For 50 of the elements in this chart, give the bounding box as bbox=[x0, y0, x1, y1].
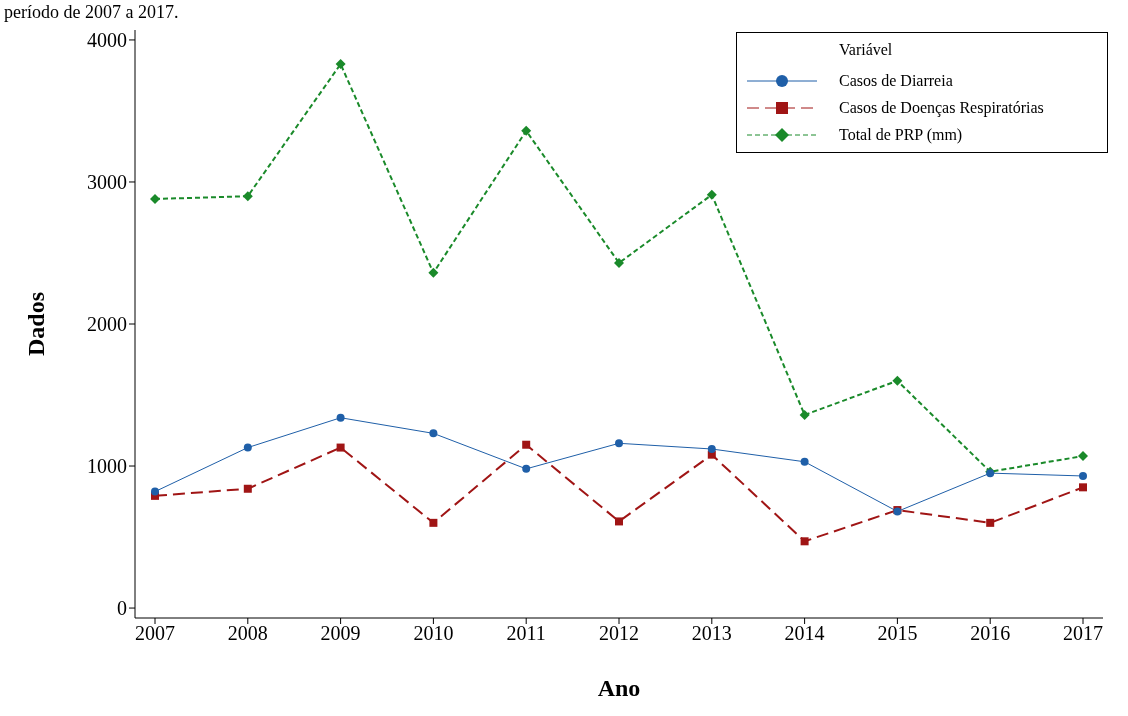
point bbox=[522, 440, 531, 449]
legend-label: Casos de Doenças Respiratórias bbox=[839, 98, 1044, 117]
point bbox=[1079, 471, 1087, 480]
point bbox=[615, 439, 623, 448]
x-tick-label: 2007 bbox=[135, 622, 175, 645]
point bbox=[800, 457, 809, 466]
x-tick-label: 2012 bbox=[599, 622, 639, 645]
point bbox=[429, 518, 438, 527]
point bbox=[150, 194, 160, 205]
x-tick-label: 2017 bbox=[1063, 622, 1103, 645]
point bbox=[707, 444, 716, 453]
x-tick-label: 2011 bbox=[506, 622, 546, 645]
y-tick-label: 1000 bbox=[87, 455, 127, 478]
point bbox=[522, 464, 531, 473]
point bbox=[1079, 483, 1087, 492]
y-tick-label: 2000 bbox=[87, 313, 127, 336]
point bbox=[429, 429, 438, 438]
x-tick-label: 2015 bbox=[877, 622, 918, 645]
point bbox=[521, 125, 532, 136]
y-tick-label: 4000 bbox=[87, 29, 127, 52]
point bbox=[799, 409, 810, 420]
point bbox=[336, 413, 345, 422]
x-tick-label: 2013 bbox=[691, 622, 732, 645]
point bbox=[986, 518, 995, 527]
point bbox=[243, 443, 252, 452]
text: período de 2007 a 2017. bbox=[4, 2, 179, 23]
point bbox=[892, 375, 903, 386]
x-tick-label: 2014 bbox=[784, 622, 825, 645]
point bbox=[1078, 451, 1088, 462]
x-axis-title: Ano bbox=[597, 675, 641, 701]
x-tick-label: 2016 bbox=[970, 622, 1011, 645]
point bbox=[335, 59, 346, 70]
point bbox=[614, 257, 624, 268]
y-tick-label: 3000 bbox=[87, 171, 127, 194]
point bbox=[800, 537, 809, 546]
x-tick-label: 2009 bbox=[320, 622, 361, 645]
legend-label: Casos de Diarreia bbox=[839, 71, 953, 90]
y-axis-title: Dados bbox=[22, 291, 49, 357]
point bbox=[336, 443, 345, 452]
point bbox=[615, 517, 623, 526]
legend-title: Variável bbox=[839, 41, 894, 59]
point bbox=[242, 191, 253, 202]
point bbox=[428, 267, 439, 278]
point bbox=[151, 487, 159, 496]
x-tick-label: 2008 bbox=[227, 622, 268, 645]
legend-label: Total de PRP (mm) bbox=[839, 125, 963, 144]
point bbox=[243, 484, 252, 493]
point bbox=[706, 189, 717, 200]
y-tick-label: 0 bbox=[117, 597, 127, 620]
x-tick-label: 2010 bbox=[413, 622, 454, 645]
